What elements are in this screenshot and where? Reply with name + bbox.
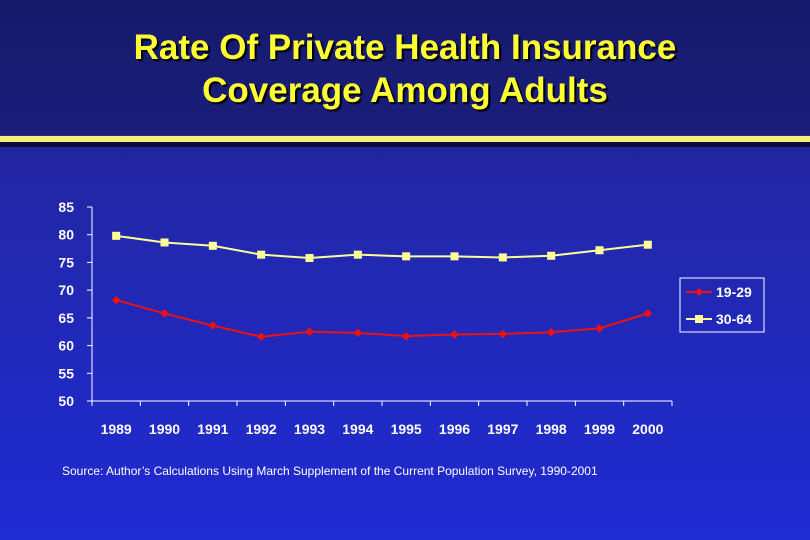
- data-point-30-64: [643, 240, 652, 249]
- data-point-30-64: [498, 253, 507, 262]
- legend-marker: [695, 288, 703, 296]
- data-point-19-29: [498, 329, 508, 339]
- title-band: [0, 0, 810, 135]
- x-tick-label: 1999: [584, 421, 615, 437]
- y-tick-label: 80: [58, 227, 74, 243]
- y-tick-label: 50: [58, 393, 74, 409]
- data-point-30-64: [402, 252, 411, 261]
- data-point-19-29: [111, 295, 121, 305]
- data-point-19-29: [643, 309, 653, 318]
- x-tick-label: 1994: [342, 421, 373, 437]
- data-point-19-29: [208, 321, 218, 330]
- title-line-2: Coverage Among Adults: [202, 71, 608, 110]
- data-point-19-29: [595, 324, 604, 333]
- x-tick-label: 1992: [246, 421, 277, 437]
- source-note: Source: Author’s Calculations Using Marc…: [62, 464, 598, 478]
- data-point-30-64: [305, 253, 314, 262]
- data-point-19-29: [546, 327, 556, 337]
- y-tick-label: 85: [58, 199, 74, 215]
- data-point-19-29: [160, 309, 169, 318]
- y-tick-label: 75: [58, 254, 74, 270]
- data-point-30-64: [595, 246, 604, 255]
- y-tick-label: 55: [58, 365, 74, 381]
- series-line-30-64: [116, 234, 648, 259]
- data-point-30-64: [112, 231, 121, 240]
- x-tick-label: 1991: [197, 421, 228, 437]
- data-point-30-64: [257, 250, 266, 259]
- series-line-19-29: [115, 299, 649, 338]
- x-tick-label: 1995: [391, 421, 422, 437]
- data-point-30-64: [160, 238, 169, 247]
- legend-label: 30-64: [716, 311, 752, 327]
- data-point-19-29: [305, 327, 314, 337]
- x-tick-label: 1990: [149, 421, 180, 437]
- y-tick-label: 70: [58, 282, 74, 298]
- data-point-19-29: [256, 332, 266, 342]
- title-divider: [0, 136, 810, 142]
- x-tick-label: 1997: [487, 421, 518, 437]
- data-point-30-64: [353, 250, 362, 259]
- data-point-19-29: [401, 331, 411, 341]
- x-tick-label: 1989: [101, 421, 132, 437]
- title-line-1: Rate Of Private Health Insurance: [133, 28, 677, 67]
- title-divider-shadow: [0, 142, 810, 147]
- data-point-30-64: [208, 241, 217, 250]
- data-point-30-64: [450, 252, 459, 261]
- data-point-30-64: [547, 251, 556, 260]
- x-tick-label: 1996: [439, 421, 470, 437]
- legend-label: 19-29: [716, 284, 752, 300]
- data-point-19-29: [450, 330, 459, 339]
- x-tick-label: 1993: [294, 421, 325, 437]
- data-point-19-29: [353, 328, 363, 338]
- slide-title: Rate Of Private Health Insurance Coverag…: [0, 26, 810, 112]
- legend-marker: [695, 315, 703, 323]
- x-tick-label: 1998: [536, 421, 567, 437]
- legend-box: [679, 277, 765, 333]
- y-tick-label: 65: [58, 310, 74, 326]
- x-tick-label: 2000: [632, 421, 663, 437]
- y-tick-label: 60: [58, 338, 74, 354]
